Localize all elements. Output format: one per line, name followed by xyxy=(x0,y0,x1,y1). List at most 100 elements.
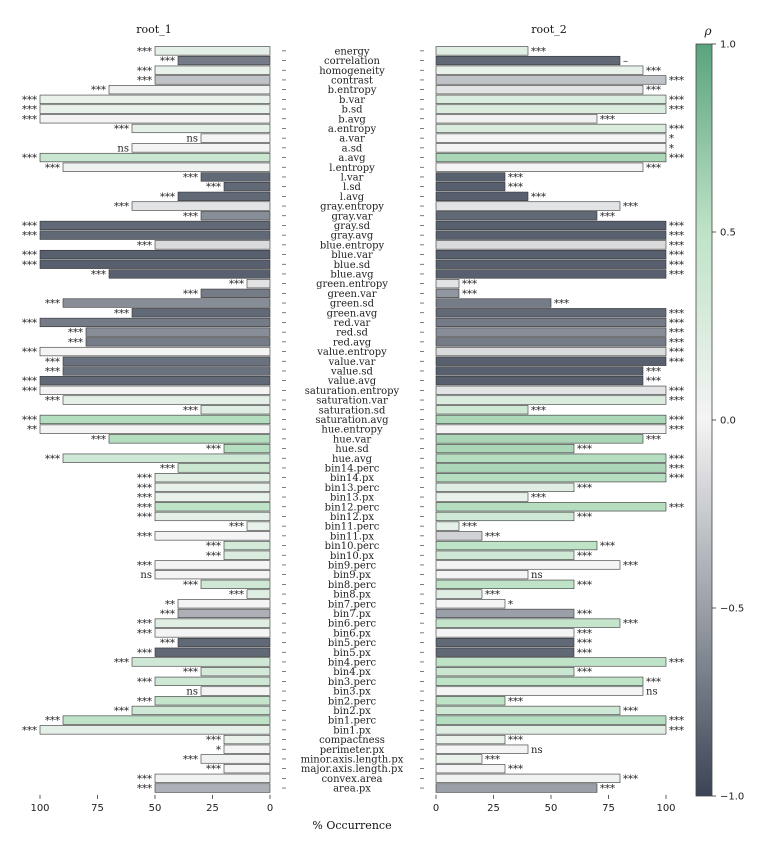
bar-root1-value-entropy xyxy=(39,346,271,357)
feature-label-bin10-px: bin10.px xyxy=(330,551,374,562)
sig-root2-gray-entropy: *** xyxy=(623,202,638,213)
bar-root2-saturation-sd xyxy=(435,405,529,415)
feature-label-value-var: value.var xyxy=(328,357,376,368)
bar-root1-gray-var xyxy=(200,211,271,221)
sig-root1-bin5-px: *** xyxy=(137,648,152,659)
sig-root2-gray-sd: *** xyxy=(669,221,684,232)
bar-root1-gray-sd xyxy=(39,220,271,231)
sig-root2-a-entropy: *** xyxy=(669,124,684,135)
colorbar-gradient xyxy=(695,43,713,797)
feature-label-saturation-avg: saturation.avg xyxy=(315,415,389,426)
sig-root2-bin2-px: *** xyxy=(623,706,638,717)
sig-root1-blue-entropy: *** xyxy=(137,240,152,251)
bar-root2-value-entropy xyxy=(435,346,667,357)
feature-label-bin8-px: bin8.px xyxy=(333,590,371,601)
sig-root1-correlation: *** xyxy=(160,56,175,67)
sig-root2-bin1-px: *** xyxy=(669,725,684,736)
panel-title-root-2: root_2 xyxy=(531,23,566,36)
feature-label-value-entropy: value.entropy xyxy=(316,347,387,358)
colorbar-tick-label-2: 0.0 xyxy=(720,416,736,427)
bar-root1-value-avg xyxy=(39,376,271,386)
bar-root1-saturation-sd xyxy=(200,405,271,415)
feature-label-saturation-entropy: saturation.entropy xyxy=(305,386,400,397)
sig-root2-bin3-perc: *** xyxy=(646,677,661,688)
sig-root2-bin7-px: *** xyxy=(577,609,592,620)
bar-root2-a-entropy xyxy=(435,123,667,134)
sig-root2-minor-axis-length-px: *** xyxy=(485,754,500,765)
feature-label-contrast: contrast xyxy=(331,75,373,86)
sig-root1-energy: *** xyxy=(137,46,152,57)
feature-label-blue-avg: blue.avg xyxy=(330,269,374,280)
bar-root2-saturation-var xyxy=(435,395,667,405)
feature-label-bin11-perc: bin11.perc xyxy=(325,522,380,533)
sig-root1-bin14-perc: *** xyxy=(160,463,175,474)
bar-root2-value-sd xyxy=(435,366,644,376)
sig-root2-compactness: *** xyxy=(508,735,523,746)
bar-root2-b-entropy xyxy=(435,85,644,95)
sig-root2-l-sd: *** xyxy=(508,182,523,193)
bar-root1-a-entropy xyxy=(131,123,271,134)
bar-root2-bin8-px xyxy=(435,589,483,599)
sig-root1-blue-avg: *** xyxy=(91,269,106,280)
sig-root1-bin7-px: *** xyxy=(160,609,175,620)
sig-root2-bin5-perc: *** xyxy=(577,638,592,649)
sig-root1-b-entropy: *** xyxy=(91,85,106,96)
bar-root1-minor-axis-length-px xyxy=(200,754,271,764)
feature-label-bin1-perc: bin1.perc xyxy=(328,716,377,727)
sig-root2-red-avg: *** xyxy=(669,337,684,348)
sig-root2-bin4-px: *** xyxy=(577,667,592,678)
feature-label-bin3-px: bin3.px xyxy=(333,687,371,698)
sig-root2-bin9-perc: *** xyxy=(623,560,638,571)
feature-label-bin8-perc: bin8.perc xyxy=(328,580,377,591)
sig-root2-green-sd: *** xyxy=(554,299,569,310)
bar-root2-a-var xyxy=(435,133,667,143)
sig-root1-l-var: *** xyxy=(183,172,198,183)
bar-root1-bin7-perc xyxy=(177,599,271,609)
sig-root1-value-entropy: *** xyxy=(22,347,37,358)
bar-root1-bin8-px xyxy=(246,589,271,599)
feature-label-bin5-px: bin5.px xyxy=(333,648,371,659)
sig-root1-b-var: *** xyxy=(22,95,37,106)
bar-root1-value-var xyxy=(62,356,271,366)
feature-label-a-entropy: a.entropy xyxy=(328,124,377,135)
feature-label-bin11-px: bin11.px xyxy=(330,531,374,542)
sig-root1-b-sd: *** xyxy=(22,105,37,116)
sig-root1-minor-axis-length-px: *** xyxy=(183,754,198,765)
bar-root1-blue-entropy xyxy=(154,240,271,250)
feature-label-major-axis-length-px: major.axis.length.px xyxy=(301,764,404,775)
sig-root2-bin12-px: *** xyxy=(577,512,592,523)
bar-root2-b-var xyxy=(435,94,667,104)
sig-root1-bin13-px: *** xyxy=(137,493,152,504)
sig-root2-red-var: *** xyxy=(669,318,684,329)
sig-root1-a-avg: *** xyxy=(22,153,37,164)
bar-root2-a-sd xyxy=(435,143,667,153)
sig-root1-blue-sd: *** xyxy=(22,260,37,271)
bar-root2-l-var xyxy=(435,172,506,182)
bar-root1-gray-avg xyxy=(39,230,271,240)
bar-root1-convex-area xyxy=(154,773,271,783)
sig-root1-red-avg: *** xyxy=(68,337,83,348)
sig-root2-hue-var: *** xyxy=(646,434,661,445)
sig-root1-bin6-perc: *** xyxy=(137,619,152,630)
sig-root2-bin14-perc: *** xyxy=(669,463,684,474)
sig-root2-blue-entropy: *** xyxy=(669,240,684,251)
bar-root2-convex-area xyxy=(435,773,621,783)
bar-root1-hue-sd xyxy=(223,443,271,454)
bar-root1-bin12-px xyxy=(154,511,271,522)
feature-label-hue-var: hue.var xyxy=(333,434,372,445)
bar-root2-gray-sd xyxy=(435,220,667,231)
bar-root2-blue-var xyxy=(435,249,667,260)
bar-root2-bin5-perc xyxy=(435,637,575,648)
sig-root2-bin9-px: ns xyxy=(531,570,543,581)
sig-root2-saturation-entropy: *** xyxy=(669,386,684,397)
feature-label-gray-sd: gray.sd xyxy=(334,221,371,232)
sig-root1-bin7-perc: ** xyxy=(165,599,175,610)
bar-root2-b-sd xyxy=(435,104,667,114)
bar-root1-bin3-perc xyxy=(154,676,271,686)
bar-root2-bin1-px xyxy=(435,725,667,735)
bar-root1-perimeter-px xyxy=(223,744,271,754)
bar-root2-bin3-perc xyxy=(435,676,644,686)
sig-root2-contrast: *** xyxy=(669,75,684,86)
bar-root1-green-sd xyxy=(62,298,271,308)
